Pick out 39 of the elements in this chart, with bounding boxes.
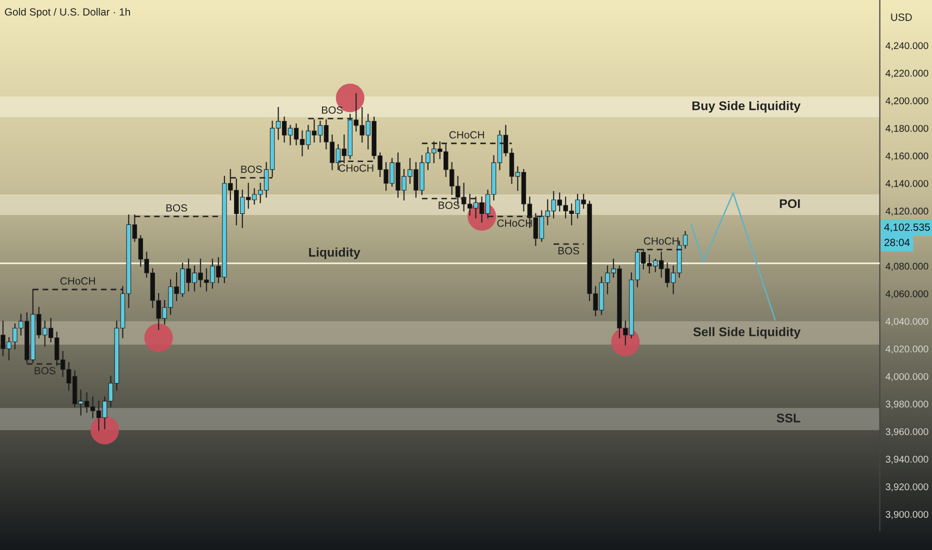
y-tick-label: 4,180.000 [886, 124, 928, 133]
line-series [690, 192, 776, 321]
y-tick-label: 3,980.000 [886, 400, 928, 409]
point [90, 416, 119, 444]
band-label: POI [780, 199, 800, 208]
y-tick-label: 3,900.000 [886, 510, 928, 519]
y-tick-label: 4,200.000 [886, 97, 928, 106]
band-label: Buy Side Liquidity [692, 101, 801, 113]
y-axis-title: USD [891, 14, 912, 21]
y-tick-label: 3,940.000 [886, 456, 928, 464]
band-label: Sell Side Liquidity [693, 327, 801, 339]
text: 4,102.535 [884, 223, 930, 232]
series-label: CHoCH [338, 164, 374, 172]
series-label: BOS [166, 204, 188, 212]
series-label: BOS [241, 166, 262, 173]
y-tick-label: 4,120.000 [886, 208, 928, 216]
series-label: CHoCH [644, 237, 678, 245]
band-label: SSL [776, 414, 800, 422]
series-label: CHoCH [60, 277, 95, 285]
text: Gold Spot / U.S. Dollar · 1h [4, 8, 130, 18]
y-tick-label: 4,040.000 [886, 318, 928, 326]
series-label: BOS [438, 202, 460, 209]
series-label: BOS [34, 366, 56, 374]
y-tick-label: 4,220.000 [886, 70, 928, 78]
text: 28:04 [884, 238, 910, 246]
y-tick-label: 4,080.000 [886, 262, 928, 271]
y-tick-label: 3,960.000 [886, 428, 928, 436]
y-tick-label: 4,000.000 [886, 373, 928, 382]
y-tick-label: 3,920.000 [886, 483, 928, 492]
ref-line-label: Liquidity [309, 248, 360, 260]
y-tick-label: 4,240.000 [886, 42, 928, 50]
series-label: CHoCH [449, 131, 484, 139]
series-label: BOS [322, 106, 343, 114]
point [144, 324, 173, 352]
y-tick-label: 4,020.000 [886, 346, 928, 354]
y-tick-label: 4,140.000 [886, 180, 928, 188]
y-tick-label: 4,060.000 [886, 290, 928, 298]
y-tick-label: 4,160.000 [886, 152, 928, 161]
series-label: BOS [558, 247, 580, 254]
